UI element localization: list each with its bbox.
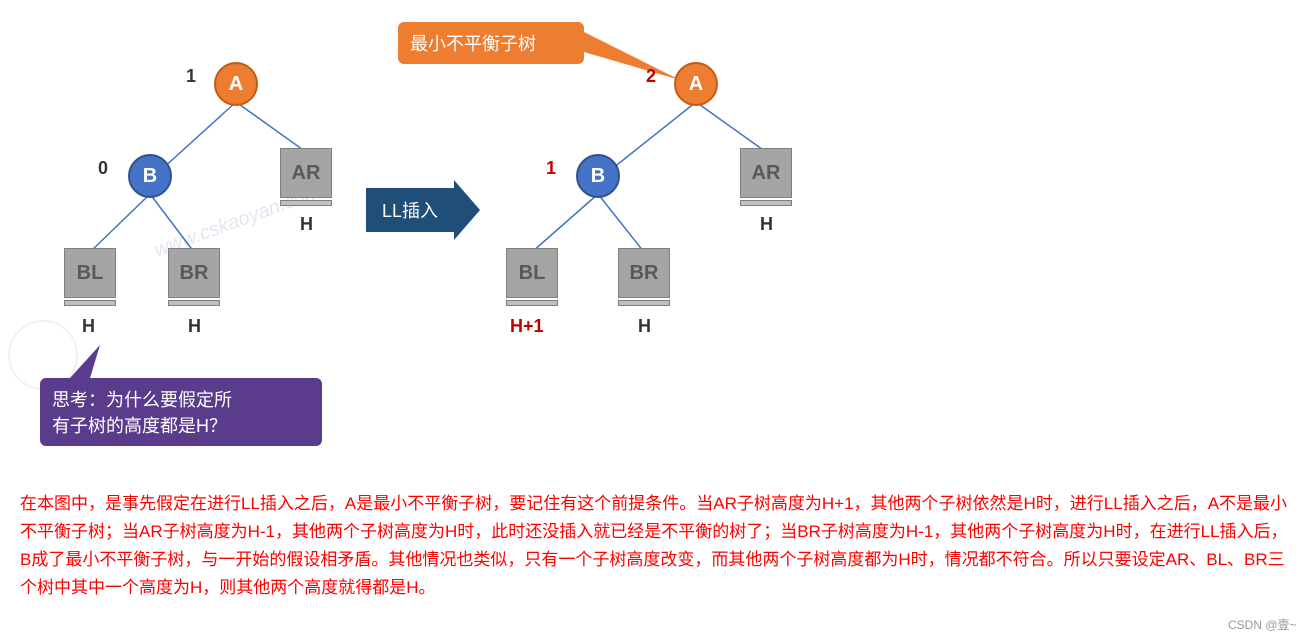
left-node-B: B — [128, 154, 172, 198]
left-subtree-base-BL — [64, 300, 116, 306]
right-subtree-base-AR — [740, 200, 792, 206]
right-bf-B: 1 — [546, 158, 556, 179]
right-bf-A: 2 — [646, 66, 656, 87]
left-height-BR: H — [188, 316, 201, 337]
right-node-A: A — [674, 62, 718, 106]
csdn-footer: CSDN @壹~ — [1228, 616, 1297, 633]
right-subtree-BL: BL — [506, 248, 558, 298]
left-subtree-base-AR — [280, 200, 332, 206]
right-height-AR: H — [760, 214, 773, 235]
right-height-BL: H+1 — [510, 316, 544, 337]
callout-bottom-line1: 思考：为什么要假定所 — [52, 390, 232, 410]
callout-top-text: 最小不平衡子树 — [410, 34, 536, 54]
callout-bottom-line2: 有子树的高度都是H？ — [52, 416, 227, 436]
right-height-BR: H — [638, 316, 651, 337]
left-subtree-AR: AR — [280, 148, 332, 198]
explanation-text: 在本图中，是事先假定在进行LL插入之后，A是最小不平衡子树，要记住有这个前提条件… — [20, 490, 1295, 602]
arrow-head — [454, 180, 480, 240]
left-height-AR: H — [300, 214, 313, 235]
left-node-A: A — [214, 62, 258, 106]
ll-insert-arrow: LL插入 — [366, 180, 480, 240]
diagram-canvas: www.cskaoyan.com 最小不平衡子树 LL插入 A1B0ARHBLH… — [0, 0, 1313, 634]
left-bf-A: 1 — [186, 66, 196, 87]
left-subtree-base-BR — [168, 300, 220, 306]
right-subtree-AR: AR — [740, 148, 792, 198]
callout-min-unbalanced: 最小不平衡子树 — [398, 22, 584, 64]
left-height-BL: H — [82, 316, 95, 337]
right-subtree-base-BR — [618, 300, 670, 306]
left-subtree-BL: BL — [64, 248, 116, 298]
callout-question: 思考：为什么要假定所 有子树的高度都是H？ — [40, 378, 322, 446]
right-node-B: B — [576, 154, 620, 198]
left-bf-B: 0 — [98, 158, 108, 179]
arrow-label: LL插入 — [366, 188, 454, 232]
left-subtree-BR: BR — [168, 248, 220, 298]
right-subtree-BR: BR — [618, 248, 670, 298]
right-subtree-base-BL — [506, 300, 558, 306]
